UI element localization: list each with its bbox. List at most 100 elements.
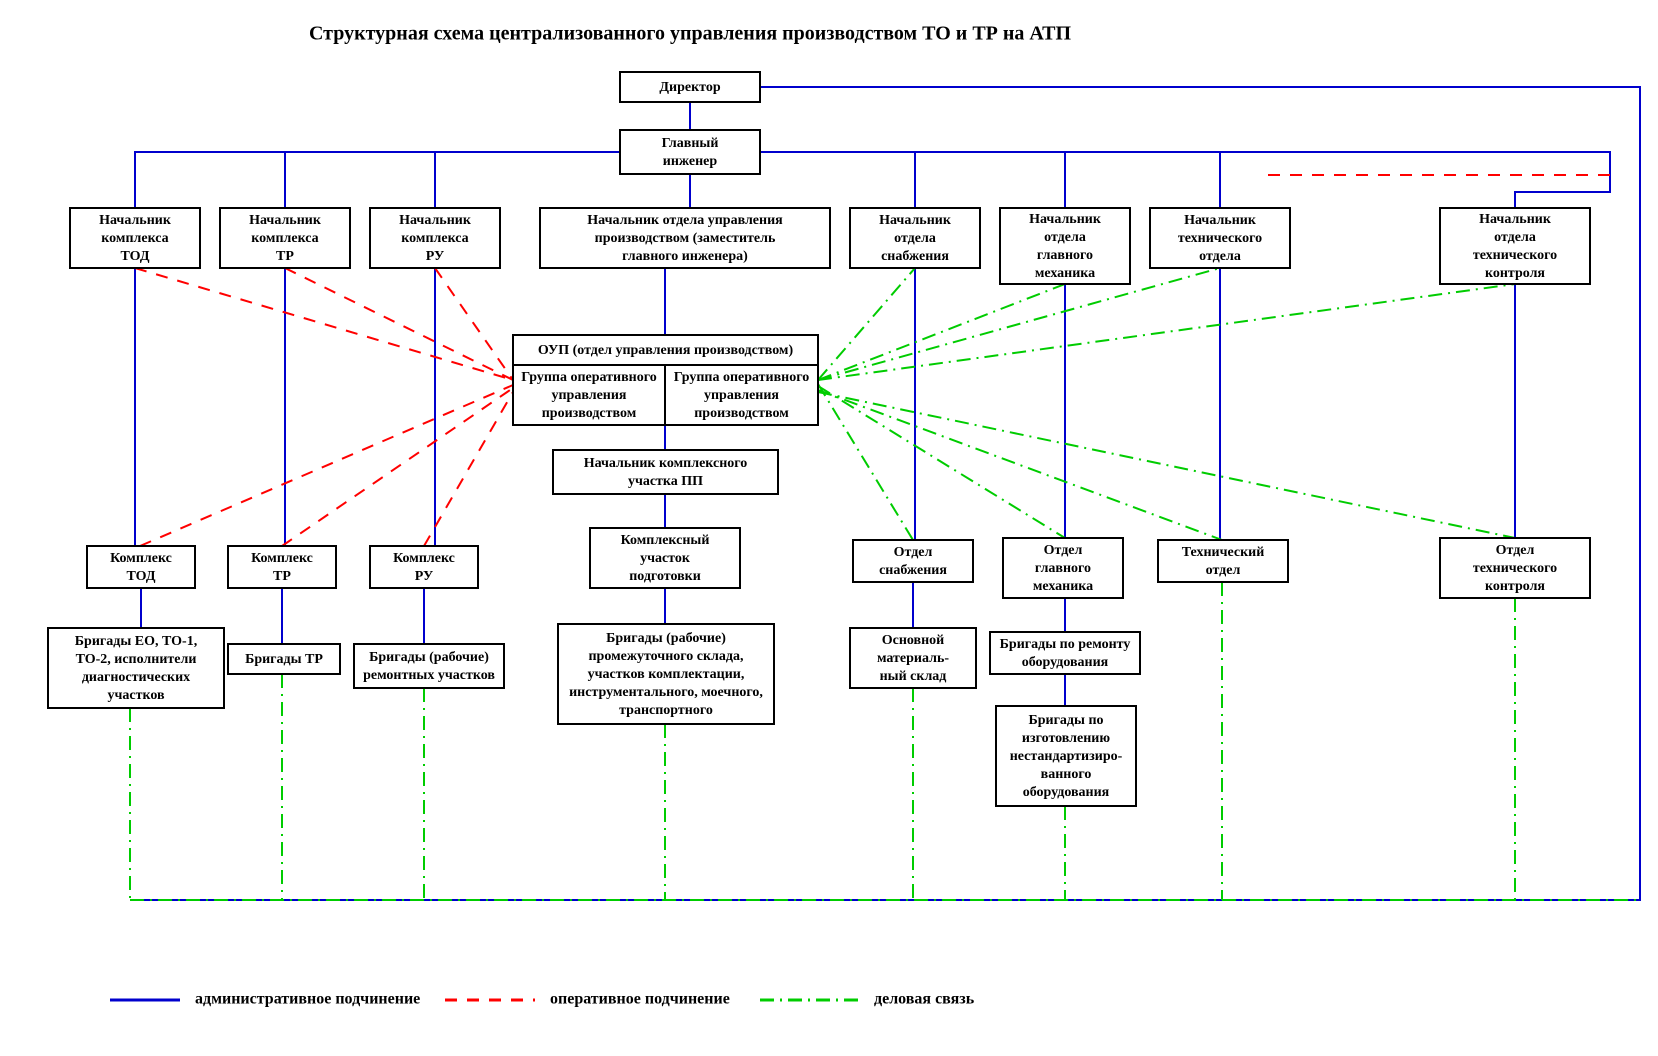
node-chief_eng: Главныйинженер — [620, 130, 760, 174]
node-label: инструментального, моечного, — [569, 685, 763, 700]
node-complex_prep: Комплексныйучастокподготовки — [590, 528, 740, 588]
node-label: производством — [694, 406, 789, 421]
node-label: снабжения — [881, 249, 949, 264]
node-main_stock: Основной материаль-ный склад — [850, 628, 976, 688]
node-head_prod: Начальник отдела управленияпроизводством… — [540, 208, 830, 268]
edge-admin — [135, 152, 620, 208]
node-label: технического — [1178, 231, 1262, 246]
node-label: Основной — [882, 633, 945, 648]
edge-business — [818, 268, 915, 380]
node-label: Директор — [659, 80, 720, 95]
node-label: Бригады ТР — [245, 652, 323, 667]
node-label: ТОД — [121, 249, 150, 264]
edge-oper — [282, 388, 513, 546]
node-brig_ru: Бригады (рабочие)ремонтных участков — [354, 644, 504, 688]
node-label: механика — [1033, 579, 1093, 594]
node-label: Начальник — [879, 213, 952, 228]
node-brig_tr: Бригады ТР — [228, 644, 340, 674]
node-head_ru: Начальник комплекса РУ — [370, 208, 500, 268]
node-director: Директор — [620, 72, 760, 102]
node-label: Отдел — [894, 545, 933, 560]
node-label: контроля — [1485, 579, 1545, 594]
edge-business — [818, 392, 1515, 538]
legend-label-business: деловая связь — [874, 991, 975, 1008]
node-label: ОУП (отдел управления производством) — [538, 343, 794, 358]
node-label: производством — [542, 406, 637, 421]
diagram-title: Структурная схема централизованного упра… — [309, 23, 1071, 45]
node-label: Бригады (рабочие) — [606, 631, 726, 646]
node-label: главного инженера) — [622, 249, 748, 264]
node-label: Начальник отдела управления — [587, 213, 783, 228]
node-complex_tr: КомплексТР — [228, 546, 336, 588]
node-label: механика — [1035, 266, 1095, 281]
node-label: подготовки — [629, 569, 701, 584]
node-label: отдел — [1206, 563, 1241, 578]
org-chart-diagram: Структурная схема централизованного упра… — [0, 0, 1658, 1056]
node-brig_tod: Бригады ЕО, ТО-1,ТО-2, исполнителидиагно… — [48, 628, 224, 708]
node-label: технического — [1473, 561, 1557, 576]
node-dept_control: Отдел технического контроля — [1440, 538, 1590, 598]
node-label: технического — [1473, 248, 1557, 263]
node-label: Комплекс — [393, 551, 455, 566]
node-label: материаль- — [877, 651, 949, 666]
node-label: Бригады по ремонту — [1000, 637, 1131, 652]
node-label: комплекса — [101, 231, 168, 246]
node-dept_supply: Отдел снабжения — [853, 540, 973, 582]
edge-oper — [140, 385, 513, 546]
node-label: ный склад — [880, 669, 947, 684]
node-label: участка ПП — [628, 474, 703, 489]
node-label: отдела — [1494, 230, 1536, 245]
node-label: Комплекс — [251, 551, 313, 566]
node-head_mech: Начальникотделаглавногомеханика — [1000, 208, 1130, 284]
node-label: Группа оперативного — [674, 370, 810, 385]
node-label: отдела — [894, 231, 936, 246]
node-brig_nonstd: Бригады поизготовлениюнестандартизиро-ва… — [996, 706, 1136, 806]
node-label: ТОД — [127, 569, 156, 584]
node-head_tod: НачальниккомплексаТОД — [70, 208, 200, 268]
node-head_supply: Начальник отдела снабжения — [850, 208, 980, 268]
node-label: изготовлению — [1022, 731, 1110, 746]
edge-business — [818, 390, 1222, 540]
node-brig_prep: Бригады (рабочие)промежуточного склада,у… — [558, 624, 774, 724]
node-label: РУ — [426, 249, 444, 264]
node-label: Бригады (рабочие) — [369, 650, 489, 665]
edge-business — [818, 384, 913, 540]
node-label: ТО-2, исполнители — [76, 652, 197, 667]
edge-admin — [760, 152, 1610, 208]
edge-oper — [435, 268, 513, 380]
edge-oper — [424, 392, 513, 546]
node-label: комплекса — [401, 231, 468, 246]
node-label: Начальник — [1184, 213, 1257, 228]
node-label: Начальник — [249, 213, 322, 228]
node-label: Начальник — [399, 213, 472, 228]
node-oup_top: ОУП (отдел управления производством) — [513, 335, 818, 365]
node-label: Отдел — [1044, 543, 1083, 558]
node-label: комплекса — [251, 231, 318, 246]
node-tech_dept: Техническийотдел — [1158, 540, 1288, 582]
node-label: управления — [551, 388, 626, 403]
node-label: ТР — [276, 249, 294, 264]
edge-business — [818, 284, 1515, 380]
node-complex_tod: Комплекс ТОД — [87, 546, 195, 588]
node-label: промежуточного склада, — [588, 649, 743, 664]
node-complex_ru: КомплексРУ — [370, 546, 478, 588]
node-label: управления — [704, 388, 779, 403]
node-label: снабжения — [879, 563, 947, 578]
node-label: оборудования — [1022, 655, 1109, 670]
edge-admin — [760, 152, 915, 208]
node-label: Главный — [662, 136, 719, 151]
node-label: нестандартизиро- — [1010, 749, 1123, 764]
node-label: отдела — [1044, 230, 1086, 245]
node-label: участков — [107, 688, 165, 703]
node-label: Бригады ЕО, ТО-1, — [75, 634, 197, 649]
edge-business — [818, 284, 1065, 380]
node-label: Комплекс — [110, 551, 172, 566]
node-label: Отдел — [1496, 543, 1535, 558]
node-label: главного — [1035, 561, 1091, 576]
node-head_tech: Начальниктехническогоотдела — [1150, 208, 1290, 268]
legend-label-oper: оперативное подчинение — [550, 991, 730, 1008]
edge-oper — [285, 268, 513, 380]
node-label: участок — [640, 551, 691, 566]
node-label: главного — [1037, 248, 1093, 263]
node-brig_repair: Бригады по ремонту оборудования — [990, 632, 1140, 674]
